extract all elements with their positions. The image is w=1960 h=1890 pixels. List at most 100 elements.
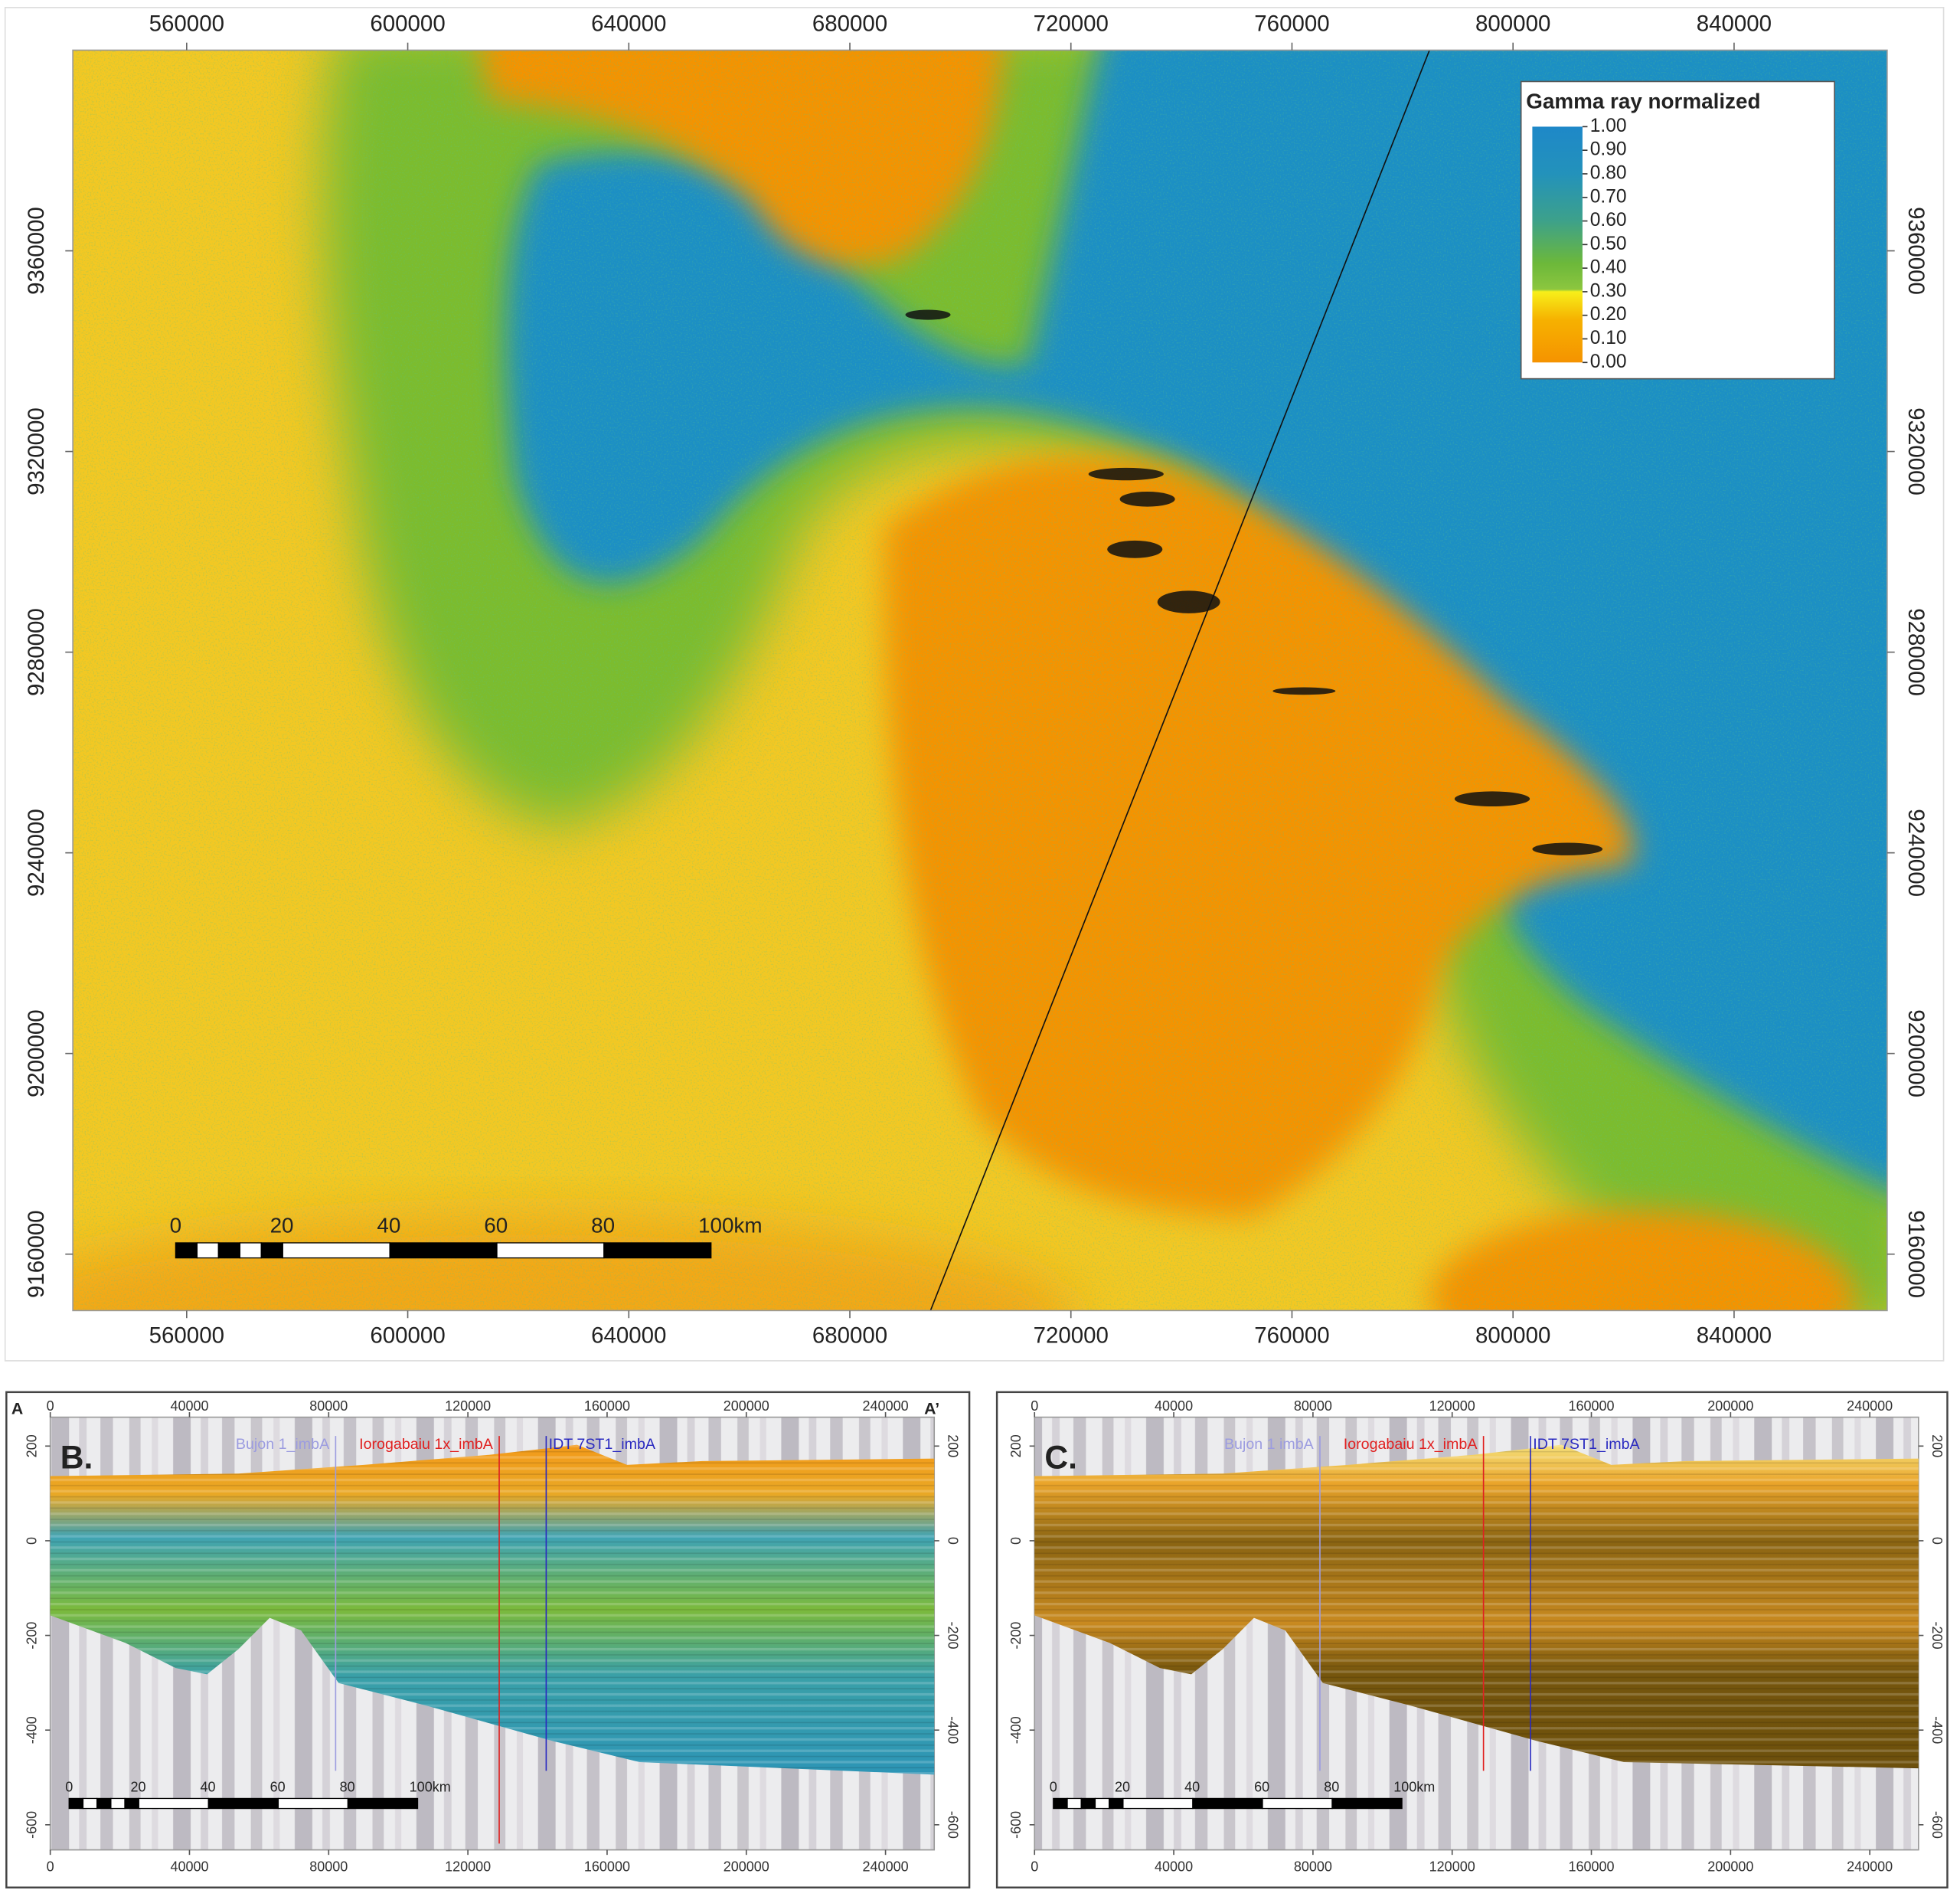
scale-label: 80: [1324, 1780, 1339, 1795]
map-raster: [73, 50, 1887, 1311]
scale-segment: [96, 1797, 112, 1810]
scale-label: 60: [484, 1213, 508, 1237]
section-body-c: [1034, 1444, 1919, 1769]
scale-segment: [207, 1797, 279, 1810]
map-frame: [72, 49, 1888, 1312]
y-tick-label: 9200000: [1903, 1009, 1929, 1097]
y-tick-label: 9320000: [24, 407, 49, 495]
scale-segment: [1192, 1797, 1263, 1810]
scale-segment: [347, 1797, 419, 1810]
panel-letter: C.: [1044, 1440, 1077, 1476]
legend-tick-label: 0.20: [1590, 304, 1627, 325]
x-tick-label: 800000: [1475, 11, 1550, 37]
scale-segment: [124, 1797, 139, 1810]
section-start: A: [11, 1399, 23, 1418]
x-tick-label: 0: [47, 1398, 54, 1414]
section-body-b: [50, 1444, 935, 1775]
x-tick-label: 40000: [1155, 1398, 1193, 1414]
y-tick-label: 200: [24, 1434, 39, 1457]
y-tick-label: 0: [1008, 1537, 1024, 1545]
x-tick-label: 680000: [812, 11, 887, 37]
y-tick-label: -400: [1929, 1716, 1945, 1744]
well-label: IDT 7ST1_imbA: [549, 1436, 656, 1453]
scale-label: 100km: [410, 1780, 451, 1795]
y-tick-label: 200: [1929, 1434, 1945, 1457]
y-tick-label: -200: [24, 1622, 39, 1650]
x-tick-label: 160000: [584, 1859, 630, 1874]
scale-segment: [1053, 1797, 1068, 1810]
scale-segment: [1108, 1797, 1124, 1810]
scale-label: 40: [1184, 1780, 1200, 1795]
y-tick-label: 9240000: [1903, 809, 1929, 897]
scale-segment: [82, 1797, 98, 1810]
y-tick-label: -600: [24, 1811, 39, 1839]
scale-segment: [239, 1242, 262, 1259]
y-tick-label: -200: [945, 1622, 960, 1650]
y-tick-label: -400: [945, 1716, 960, 1744]
y-tick-label: 9200000: [24, 1009, 49, 1097]
section-trace: [929, 50, 1430, 1311]
scale-segment: [175, 1242, 198, 1259]
x-tick-label: 200000: [724, 1859, 769, 1874]
scale-label: 20: [270, 1213, 294, 1237]
legend-tick-label: 0.50: [1590, 234, 1627, 254]
well-label: Bujon 1 imbA: [1224, 1436, 1315, 1453]
y-tick-label: 9240000: [24, 809, 49, 897]
y-tick-label: 0: [1929, 1537, 1945, 1545]
panel-letter: B.: [60, 1440, 93, 1476]
well-label: Iorogabaiu 1x_imbA: [359, 1436, 494, 1453]
x-tick-label: 760000: [1254, 1323, 1329, 1349]
x-tick-label: 240000: [863, 1398, 909, 1414]
y-tick-label: 9160000: [24, 1210, 49, 1298]
scale-label: 20: [1115, 1780, 1130, 1795]
scale-segment: [1331, 1797, 1403, 1810]
scale-segment: [1080, 1797, 1096, 1810]
y-tick-label: 9280000: [24, 608, 49, 696]
y-tick-label: -600: [1008, 1811, 1024, 1839]
scale-segment: [1262, 1797, 1333, 1810]
legend-tick-label: 0.40: [1590, 257, 1627, 278]
legend-tick-label: 0.80: [1590, 162, 1627, 183]
legend-tick-label: 0.60: [1590, 210, 1627, 231]
x-tick-label: 160000: [1568, 1859, 1614, 1874]
scale-label: 100km: [698, 1213, 763, 1237]
x-tick-label: 200000: [1707, 1398, 1753, 1414]
scale-label: 0: [170, 1213, 181, 1237]
x-tick-label: 240000: [1847, 1398, 1893, 1414]
scale-segment: [110, 1797, 126, 1810]
x-tick-label: 840000: [1697, 11, 1772, 37]
x-tick-label: 840000: [1697, 1323, 1772, 1349]
scale-segment: [138, 1797, 209, 1810]
scale-segment: [496, 1242, 605, 1259]
y-tick-label: 9280000: [1903, 608, 1929, 696]
x-tick-label: 0: [1031, 1859, 1038, 1874]
x-tick-label: 200000: [1707, 1859, 1753, 1874]
well-clusters: [905, 309, 1603, 855]
x-tick-label: 720000: [1034, 11, 1109, 37]
scale-label: 60: [1254, 1780, 1269, 1795]
y-tick-label: -400: [24, 1716, 39, 1744]
x-tick-label: 800000: [1475, 1323, 1550, 1349]
section-end: A’: [924, 1399, 939, 1418]
x-tick-label: 240000: [1847, 1859, 1893, 1874]
legend-tick-label: 0.90: [1590, 139, 1627, 160]
well-label: IDT 7ST1_imbA: [1533, 1436, 1640, 1453]
scale-segment: [277, 1797, 349, 1810]
scale-label: 0: [65, 1780, 73, 1795]
scale-segment: [217, 1242, 240, 1259]
legend-tick-label: 0.30: [1590, 280, 1627, 301]
scale-label: 80: [591, 1213, 615, 1237]
x-tick-label: 560000: [149, 11, 224, 37]
x-tick-label: 80000: [309, 1398, 348, 1414]
scale-label: 40: [201, 1780, 216, 1795]
x-tick-label: 80000: [1294, 1398, 1332, 1414]
x-tick-label: 600000: [370, 11, 445, 37]
x-tick-label: 760000: [1254, 11, 1329, 37]
y-tick-label: -600: [1929, 1811, 1945, 1839]
x-tick-label: 40000: [170, 1398, 208, 1414]
x-tick-label: 120000: [445, 1859, 491, 1874]
y-tick-label: 9160000: [1903, 1210, 1929, 1298]
scale-label: 80: [340, 1780, 355, 1795]
well-label: Iorogabaiu 1x_imbA: [1344, 1436, 1478, 1453]
scale-segment: [282, 1242, 390, 1259]
